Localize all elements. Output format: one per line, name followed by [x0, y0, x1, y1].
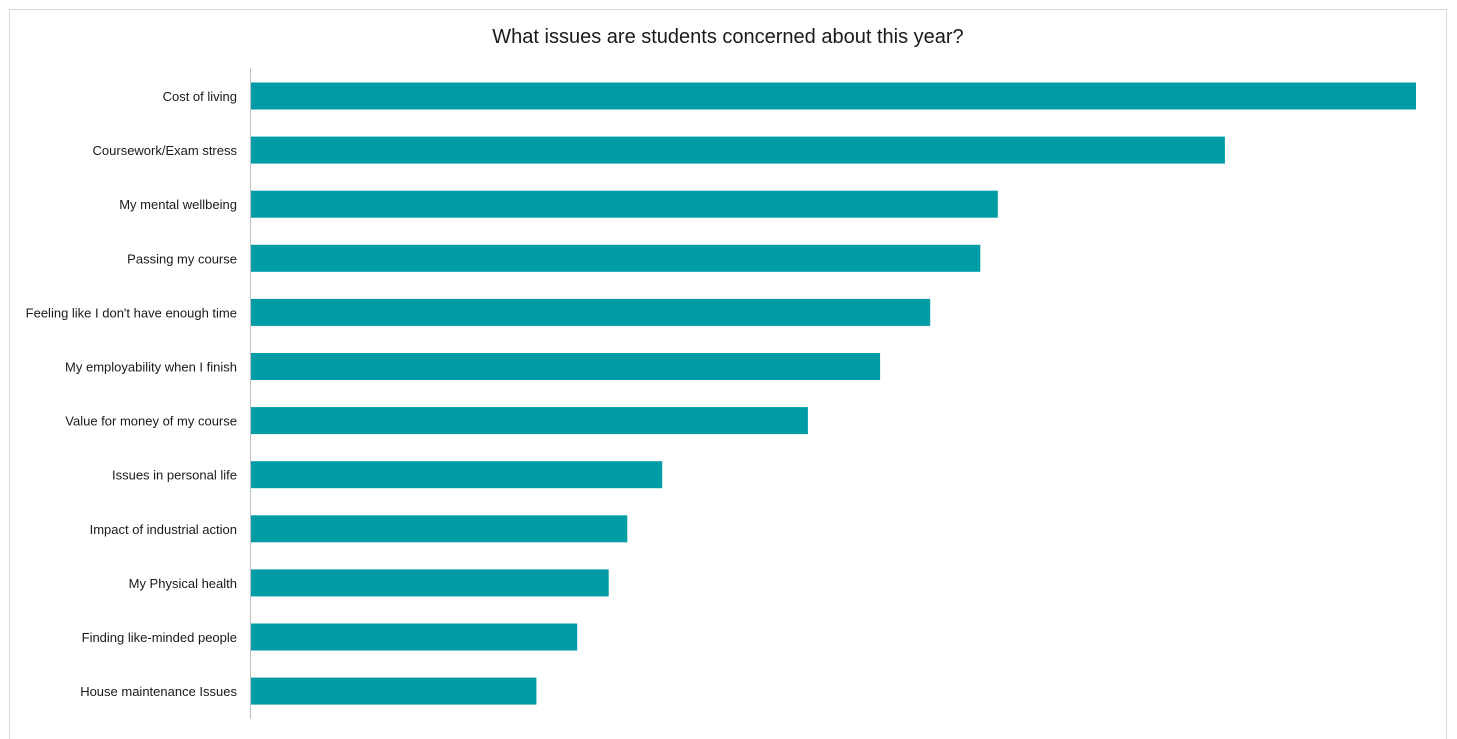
chart-title: What issues are students concerned about…: [492, 26, 963, 48]
category-label: My employability when I finish: [65, 360, 237, 375]
category-label: Impact of industrial action: [90, 522, 237, 537]
bar: [251, 569, 609, 597]
category-label: Issues in personal life: [112, 468, 237, 483]
category-label: Finding like-minded people: [82, 630, 237, 645]
category-label: Feeling like I don't have enough time: [26, 305, 237, 320]
bar: [251, 244, 981, 272]
category-label: Value for money of my course: [65, 414, 237, 429]
category-labels: Cost of living Coursework/Exam stress My m…: [26, 89, 238, 699]
bar: [251, 82, 1416, 110]
category-label: House maintenance Issues: [80, 684, 237, 699]
category-label: Passing my course: [127, 251, 237, 266]
bar: [251, 515, 628, 543]
bar: [251, 136, 1225, 164]
bars-group: [251, 82, 1416, 705]
bar: [251, 461, 663, 489]
category-label: My Physical health: [129, 576, 237, 591]
bar: [251, 190, 998, 218]
category-label: Cost of living: [163, 89, 237, 104]
category-label: My mental wellbeing: [119, 197, 237, 212]
bar: [251, 407, 808, 435]
bar: [251, 298, 931, 326]
category-label: Coursework/Exam stress: [93, 143, 238, 158]
bar: [251, 353, 881, 380]
bar: [251, 623, 578, 651]
bar: [251, 677, 537, 705]
